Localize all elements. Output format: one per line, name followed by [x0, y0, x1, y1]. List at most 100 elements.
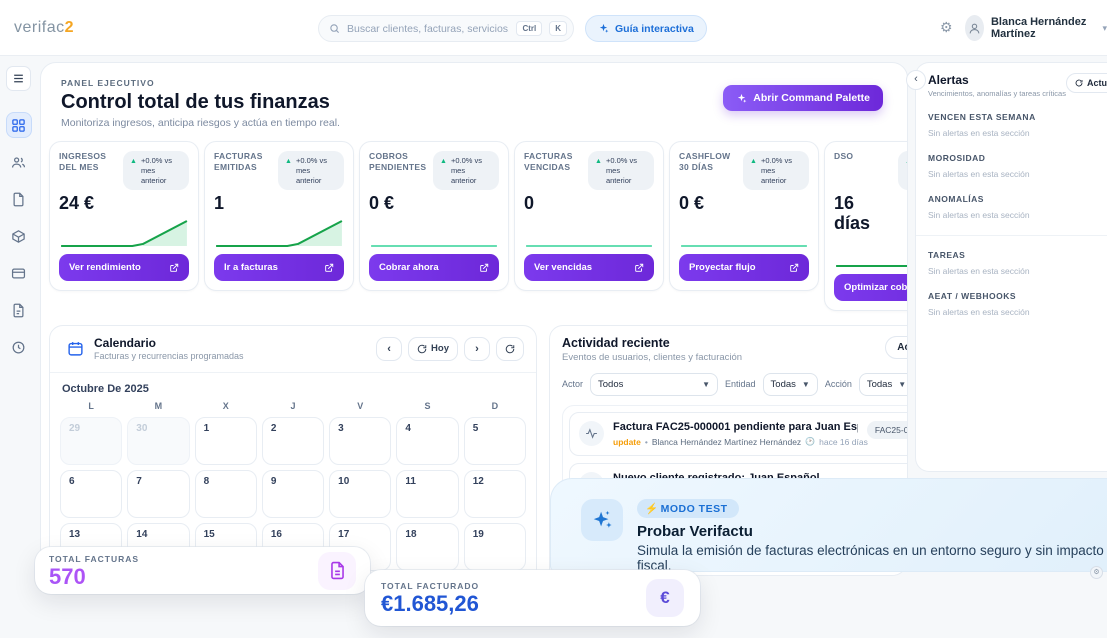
sidebar-item-package-box-icon[interactable]	[7, 224, 31, 248]
activity-titles: Actividad reciente Eventos de usuarios, …	[562, 336, 885, 363]
kpi-label: INGRESOS DEL MES	[59, 151, 107, 173]
alert-section-empty: Sin alertas en esta sección	[928, 128, 1030, 138]
calendar-day[interactable]: 4	[396, 416, 459, 465]
activity-item-meta: update • Blanca Hernández Martínez Hernánd…	[613, 437, 868, 447]
calendar-sync-button[interactable]	[496, 336, 524, 361]
external-link-icon	[480, 263, 489, 272]
kpi-action-button[interactable]: Optimizar cobros	[834, 273, 907, 301]
filter-select-entidad[interactable]: Todas ▼	[762, 372, 818, 396]
kpi-action-button[interactable]: Cobrar ahora	[369, 254, 499, 282]
command-palette-label: Abrir Command Palette	[753, 92, 870, 104]
calendar-day[interactable]: 8	[194, 469, 257, 518]
calendar-day[interactable]: 30	[127, 416, 190, 465]
kpi-action-button[interactable]: Proyectar flujo	[679, 254, 809, 282]
filter-value: Todas	[866, 378, 893, 390]
kpi-card: FACTURAS EMITIDAS ▲ +0.0% vs mes anterior 1…	[204, 141, 354, 292]
sidebar-item-credit-card-icon[interactable]	[7, 261, 31, 285]
sparkles-tile-icon	[581, 499, 623, 541]
kpi-trend-badge: ▲+0.0% vs mes anterior	[588, 151, 654, 191]
modo-test-banner: ⚡ MODO TEST Probar Verifactu Simula la em…	[550, 478, 1107, 573]
trend-up-icon: ▲	[750, 158, 757, 165]
today-label: Hoy	[431, 343, 449, 355]
activity-item-body: Factura FAC25-000001 pendiente para Juan…	[613, 421, 868, 447]
kpi-trend-text: +0.0% vs mes anterior	[295, 156, 327, 185]
alerts-refresh-label: Actualizar	[1086, 78, 1107, 88]
activity-title: Actividad reciente	[562, 335, 670, 350]
calendar-day[interactable]: 19	[463, 522, 526, 571]
calendar-subtitle: Facturas y recurrencias programadas	[94, 351, 244, 362]
person-icon	[969, 23, 980, 33]
alerts-collapse-button[interactable]: ‹	[906, 70, 926, 90]
kpi-trend-text: +0.0% vs mes anterior	[450, 156, 482, 185]
calendar-day[interactable]: 5	[463, 416, 526, 465]
kpi-action-button[interactable]: Ver rendimiento	[59, 254, 189, 282]
calendar-day[interactable]: 18	[396, 522, 459, 571]
calendar-next-button[interactable]: ›	[464, 336, 490, 361]
calendar-day[interactable]: 10	[329, 469, 392, 518]
avatar	[965, 15, 984, 41]
sidebar-item-history-clock-icon[interactable]	[7, 335, 31, 359]
kpi-value: 0 €	[679, 193, 705, 214]
alert-section: ANOMALÍAS Sin alertas en esta sección	[928, 194, 1095, 220]
guide-button-label: Guía interactiva	[615, 22, 694, 35]
kpi-action-button[interactable]: Ver vencidas	[524, 254, 654, 282]
command-palette-button[interactable]: Abrir Command Palette	[723, 85, 883, 111]
alerts-panel: ‹ Alertas Vencimientos, anomalías y tare…	[906, 62, 1107, 472]
sparkles-icon	[738, 93, 747, 103]
kpi-top: INGRESOS DEL MES ▲ +0.0% vs mes anterior	[59, 151, 189, 191]
kpi-action-button[interactable]: Ir a facturas	[214, 254, 344, 282]
filter-select-acción[interactable]: Todas ▼	[858, 372, 907, 396]
interactive-guide-button[interactable]: Guía interactiva	[585, 15, 707, 42]
sidebar-item-file-invoice-icon[interactable]	[7, 298, 31, 322]
calendar-prev-button[interactable]: ‹	[376, 336, 403, 361]
sidebar-item-grid-dashboard-icon[interactable]	[6, 113, 31, 137]
calendar-day[interactable]: 3	[329, 416, 392, 465]
sparkline-flat	[371, 245, 497, 247]
settings-gear-icon[interactable]: ⚙	[940, 19, 953, 35]
activity-item-badge: FAC25-000001	[866, 420, 907, 439]
sparkline-rise	[61, 220, 188, 248]
calendar-day[interactable]: 9	[261, 469, 325, 518]
sidebar-item-users-icon[interactable]	[7, 150, 31, 174]
alerts-subtitle: Vencimientos, anomalías y tareas crítica…	[928, 89, 1066, 98]
menu-toggle-button[interactable]	[6, 66, 31, 91]
filter-value: Todos	[598, 378, 624, 390]
filter-select-actor[interactable]: Todos ▼	[590, 372, 719, 396]
kpi-top: FACTURAS VENCIDAS ▲ +0.0% vs mes anterior	[524, 151, 654, 191]
sidebar	[0, 56, 37, 638]
user-menu[interactable]: Blanca Hernández Martínez ▾	[965, 15, 1107, 41]
trend-up-icon: ▲	[440, 158, 447, 165]
calendar-icon	[62, 336, 88, 362]
calendar-day[interactable]: 11	[396, 469, 459, 518]
activity-refresh-button[interactable]: Actualizar	[885, 335, 907, 359]
calendar-day[interactable]: 2	[261, 416, 325, 465]
total-facturado-value: €1.685,26	[381, 591, 479, 616]
calendar-today-button[interactable]: Hoy	[408, 336, 458, 361]
page-subtitle: Monitoriza ingresos, anticipa riesgos y …	[61, 117, 340, 129]
alert-section-empty: Sin alertas en esta sección	[928, 307, 1030, 317]
hamburger-icon	[14, 74, 23, 83]
activity-subtitle: Eventos de usuarios, clientes y facturac…	[562, 351, 743, 363]
kpi-label: FACTURAS EMITIDAS	[214, 151, 263, 173]
calendar-day[interactable]: 12	[463, 469, 526, 518]
kpi-top: CASHFLOW 30 DÍAS ▲ +0.0% vs mes anterior	[679, 151, 809, 191]
alerts-titles: Alertas Vencimientos, anomalías y tareas…	[928, 73, 1066, 98]
alert-section-empty: Sin alertas en esta sección	[928, 266, 1030, 276]
sidebar-item-file-document-icon[interactable]	[7, 187, 31, 211]
activity-item[interactable]: Factura FAC25-000001 pendiente para Juan…	[569, 411, 907, 456]
sparkline-flat	[526, 245, 652, 247]
modo-test-badge: ⚡ MODO TEST	[637, 499, 739, 518]
kpi-action-label: Ver vencidas	[534, 262, 593, 274]
invoice-document-icon	[318, 551, 356, 590]
total-facturado-label: TOTAL FACTURADO	[381, 581, 480, 591]
calendar-day[interactable]: 29	[60, 416, 123, 465]
calendar-day[interactable]: 1	[194, 416, 257, 465]
total-facturado-card: TOTAL FACTURADO €1.685,26 €	[365, 570, 700, 626]
alerts-refresh-button[interactable]: Actualizar	[1065, 73, 1107, 93]
search-input[interactable]: Buscar clientes, facturas, servicios... …	[318, 15, 574, 42]
topbar: verifac 2 Buscar clientes, facturas, serv…	[0, 0, 1107, 56]
dev-indicator[interactable]: ⚙	[1090, 566, 1103, 579]
calendar-day[interactable]: 7	[127, 469, 190, 518]
calendar-day[interactable]: 6	[60, 469, 123, 518]
